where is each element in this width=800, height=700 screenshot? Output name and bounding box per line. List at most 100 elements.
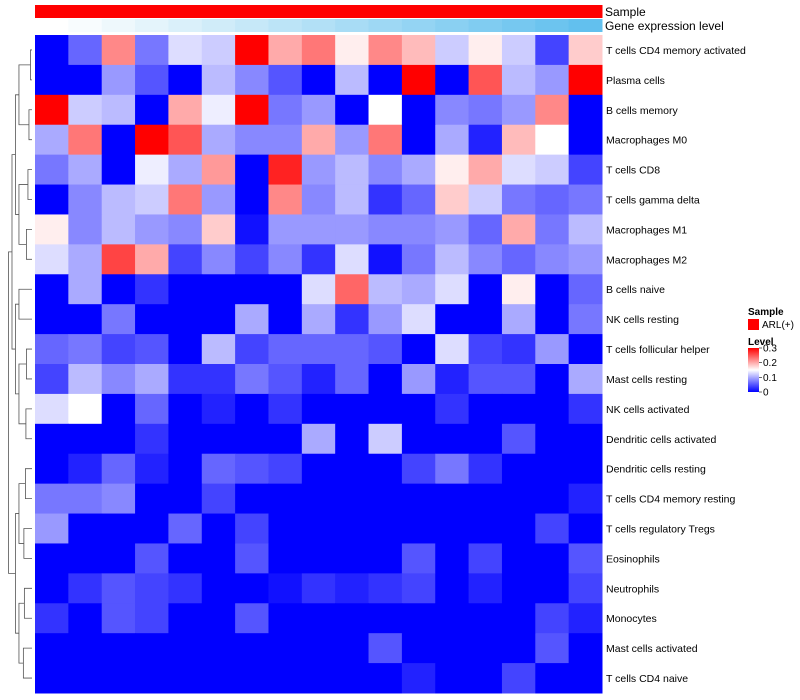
heatmap-cell: [301, 513, 336, 544]
heatmap-cell: [168, 274, 203, 305]
heatmap-cell: [435, 274, 470, 305]
dendrogram-branch: [22, 647, 32, 679]
heatmap-cell: [68, 64, 103, 96]
heatmap-cell: [268, 513, 303, 544]
heatmap-cell: [168, 513, 203, 544]
heatmap-cell: [301, 154, 336, 186]
heatmap-cell: [168, 124, 203, 156]
heatmap-cell: [168, 633, 203, 664]
heatmap-cell: [168, 334, 203, 365]
heatmap-cell: [368, 214, 403, 245]
heatmap-cell: [35, 364, 69, 395]
heatmap-cell: [335, 603, 370, 634]
heatmap-cell: [301, 64, 336, 96]
heatmap-cell: [35, 393, 69, 425]
heatmap-cell: [335, 124, 370, 156]
heatmap-cell: [135, 573, 169, 604]
row-label: Dendritic cells activated: [606, 434, 716, 446]
row-label: T cells CD4 naive: [606, 673, 688, 685]
heatmap-cell: [501, 154, 536, 186]
row-label: Monocytes: [606, 613, 657, 625]
heatmap-cell: [135, 543, 169, 574]
heatmap-cell: [435, 35, 470, 66]
heatmap-cell: [335, 573, 370, 604]
heatmap-cell: [335, 214, 370, 245]
heatmap-cell: [301, 35, 336, 66]
heatmap-cell: [68, 244, 103, 275]
heatmap-cell: [101, 453, 136, 485]
heatmap-cell: [168, 364, 203, 395]
heatmap-cell: [501, 483, 536, 515]
heatmap-cell: [435, 334, 470, 365]
dendrogram-branch: [18, 483, 26, 544]
dendrogram-branch: [28, 109, 32, 141]
heatmap-cell: [35, 334, 69, 365]
heatmap-cell: [301, 453, 336, 485]
annotation-cell: [468, 19, 503, 32]
heatmap-cell: [35, 573, 69, 604]
heatmap-cell: [568, 64, 603, 96]
row-label: T cells CD4 memory resting: [606, 494, 735, 506]
heatmap-cell: [335, 35, 370, 66]
heatmap-cell: [368, 94, 403, 126]
annotation-cell: [435, 19, 470, 32]
heatmap-cell: [368, 244, 403, 275]
annotation-cell: [35, 5, 69, 18]
annotation-label: Gene expression level: [605, 19, 724, 33]
heatmap-cell: [268, 573, 303, 604]
heatmap-cell: [301, 603, 336, 634]
heatmap-cell: [235, 154, 269, 186]
heatmap-cell: [101, 393, 136, 425]
heatmap-cell: [501, 35, 536, 66]
heatmap-cell: [568, 334, 603, 365]
heatmap-cell: [135, 663, 169, 694]
heatmap-cell: [435, 304, 470, 335]
row-label: B cells memory: [606, 105, 679, 117]
row-label: Plasma cells: [606, 75, 665, 87]
heatmap-cell: [368, 603, 403, 634]
annotation-label: Sample: [605, 5, 646, 19]
heatmap-cell: [335, 393, 370, 425]
heatmap-cell: [135, 633, 169, 664]
dendrogram-branch: [15, 94, 19, 215]
heatmap-cell: [201, 393, 236, 425]
heatmap-cell: [368, 35, 403, 66]
heatmap-cell: [501, 274, 536, 305]
heatmap-cell: [235, 35, 269, 66]
heatmap-cell: [501, 304, 536, 335]
heatmap-cell: [35, 124, 69, 156]
heatmap-cell: [168, 154, 203, 186]
heatmap-cell: [468, 35, 503, 66]
heatmap-cell: [301, 304, 336, 335]
heatmap-cell: [368, 663, 403, 694]
heatmap-cell: [235, 64, 269, 96]
heatmap-cell: [468, 184, 503, 215]
heatmap-cell: [235, 663, 269, 694]
heatmap-cell: [335, 633, 370, 664]
heatmap-cell: [168, 393, 203, 425]
heatmap-cell: [468, 663, 503, 694]
legend-sample-swatch: [748, 319, 759, 330]
heatmap-cell: [401, 304, 436, 335]
annotation-cell: [535, 19, 570, 32]
heatmap-cell: [135, 334, 169, 365]
heatmap-cell: [468, 154, 503, 186]
heatmap-cell: [401, 423, 436, 455]
heatmap-cell: [435, 483, 470, 515]
heatmap-cell: [568, 543, 603, 574]
row-label: T cells CD8: [606, 165, 660, 177]
heatmap-cell: [268, 543, 303, 574]
heatmap-cell: [501, 364, 536, 395]
dendrogram-branch: [27, 169, 32, 200]
heatmap-cell: [301, 573, 336, 604]
heatmap-cell: [135, 244, 169, 275]
heatmap-cell: [101, 154, 136, 186]
heatmap-cell: [301, 244, 336, 275]
annotation-cell: [401, 19, 436, 32]
dendrogram-branch: [26, 229, 32, 260]
annotation-cell: [301, 19, 336, 32]
annotation-cell: [335, 5, 370, 18]
heatmap-cell: [435, 214, 470, 245]
annotation-cell: [435, 5, 470, 18]
heatmap-cell: [401, 573, 436, 604]
